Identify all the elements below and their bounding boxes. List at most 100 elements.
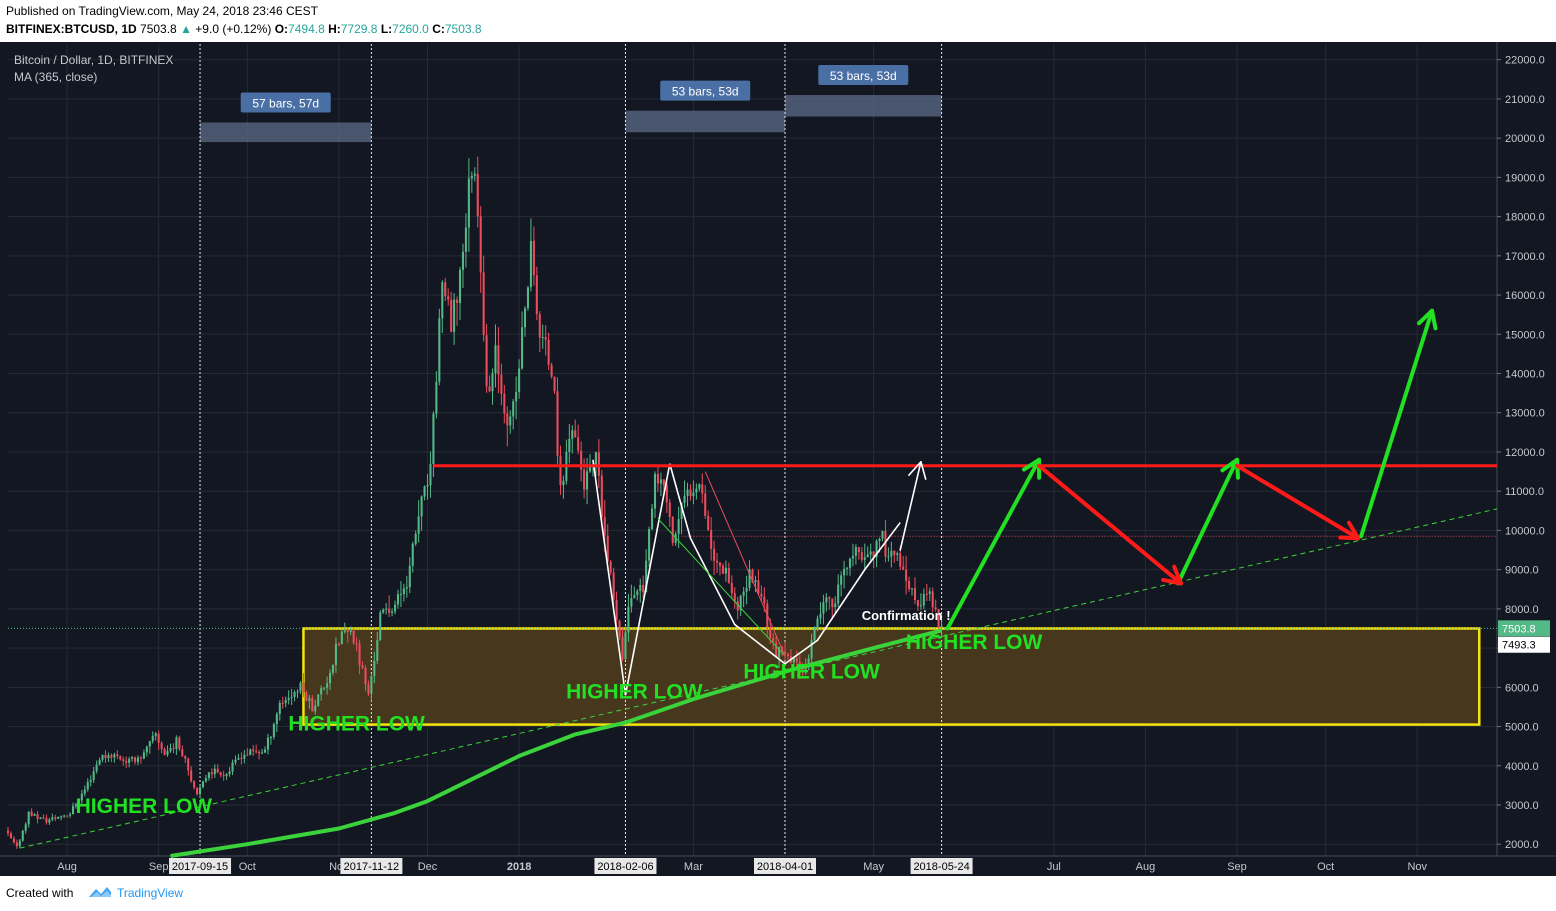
price-tick-label: 18000.0 [1505, 212, 1545, 224]
candle-body [258, 751, 261, 754]
candle-body [349, 630, 352, 633]
candle-body [925, 593, 928, 595]
candle-body [331, 664, 335, 673]
projection-arrow-green-head [1220, 457, 1240, 480]
candle-body [911, 588, 914, 590]
candle-body [80, 793, 83, 801]
candle-body [648, 529, 651, 561]
candle-body [485, 335, 488, 387]
candle-body [136, 757, 140, 762]
candle-body [411, 543, 414, 566]
candle-body [556, 391, 559, 457]
candle-body [355, 642, 358, 644]
ma-365-line [170, 628, 943, 858]
time-tick-label: Aug [57, 861, 77, 873]
series-title: Bitcoin / Dollar, 1D, BITFINEX [14, 53, 174, 67]
higher-low-label: HIGHER LOW [76, 795, 213, 818]
candle-body [74, 804, 77, 807]
candle-body [370, 676, 373, 694]
time-tick-label: May [863, 861, 884, 873]
candle-body [503, 393, 506, 414]
candle-body [317, 694, 320, 706]
candle-body [884, 531, 887, 557]
candle-body [686, 489, 689, 496]
price-tick-label: 16000.0 [1505, 290, 1545, 302]
candle-body [163, 748, 166, 755]
open-value: 7494.8 [288, 22, 325, 36]
candle-body [869, 551, 872, 555]
measure-label-box [660, 80, 751, 101]
candle-body [225, 774, 228, 777]
candle-body [320, 688, 323, 695]
candle-body [453, 299, 456, 332]
price-tick-label: 15000.0 [1505, 329, 1545, 341]
candle-body [651, 508, 654, 530]
candle-body [913, 588, 917, 601]
candle-body [83, 789, 86, 794]
vertical-marker-label: 2018-04-01 [757, 861, 813, 873]
candle-body [222, 775, 225, 777]
candle-body [69, 814, 72, 816]
candle-body [243, 754, 246, 759]
candle-body [494, 345, 497, 374]
candle-body [500, 374, 503, 394]
symbol-label[interactable]: BITFINEX:BTCUSD, 1D [6, 22, 137, 36]
candle-body [334, 643, 337, 665]
candle-body [33, 814, 36, 816]
candle-body [695, 488, 698, 493]
candle-body [736, 601, 739, 611]
candle-body [615, 599, 618, 621]
candle-body [506, 413, 509, 426]
candle-body [630, 598, 633, 607]
candle-body [609, 561, 612, 573]
candle-body [193, 781, 196, 788]
candle-body [393, 604, 397, 612]
candle-body [792, 658, 795, 663]
price-tick-label: 3000.0 [1505, 800, 1539, 812]
candle-body [272, 724, 275, 737]
change-up-icon: ▲ [180, 22, 192, 36]
candle-body [382, 609, 385, 613]
candle-body [104, 754, 107, 759]
tradingview-logo-icon [89, 887, 111, 897]
candle-body [544, 336, 547, 340]
candle-body [559, 456, 562, 486]
candle-body [340, 631, 343, 645]
candle-body [497, 345, 500, 375]
candle-body [408, 565, 411, 588]
candle-body [600, 475, 603, 518]
measure-label-box [240, 92, 331, 113]
candle-body [169, 748, 172, 752]
candle-body [48, 819, 51, 823]
tradingview-link[interactable]: TradingView [117, 886, 184, 900]
candle-body [603, 517, 606, 536]
candle-body [51, 817, 54, 820]
measure-label-box [818, 64, 909, 85]
projection-arrow-green-shaft [1175, 457, 1240, 586]
candle-body [435, 381, 438, 414]
candle-body [742, 591, 745, 596]
candle-body [290, 696, 293, 698]
candle-body [775, 642, 778, 658]
candle-body [326, 683, 329, 688]
candle-body [553, 376, 556, 392]
candle-body [509, 416, 512, 426]
chart-header: Published on TradingView.com, May 24, 20… [0, 0, 1556, 42]
candle-body [778, 647, 781, 658]
price-chart[interactable]: 2000.03000.04000.05000.06000.07000.08000… [0, 42, 1556, 876]
candle-body [612, 572, 615, 600]
candle-body [523, 308, 527, 328]
time-tick-label: 2018 [507, 861, 531, 873]
candle-body [757, 580, 760, 594]
candle-body [210, 772, 213, 775]
candle-body [583, 469, 586, 490]
candle-body [278, 703, 281, 715]
candle-body [763, 596, 766, 604]
vertical-marker-tag [753, 858, 816, 874]
pattern-diagonal-red [704, 471, 786, 657]
candle-body [18, 840, 21, 847]
candle-body [287, 697, 290, 701]
candle-body [689, 489, 692, 497]
candle-body [113, 754, 116, 758]
candle-body [178, 737, 181, 750]
